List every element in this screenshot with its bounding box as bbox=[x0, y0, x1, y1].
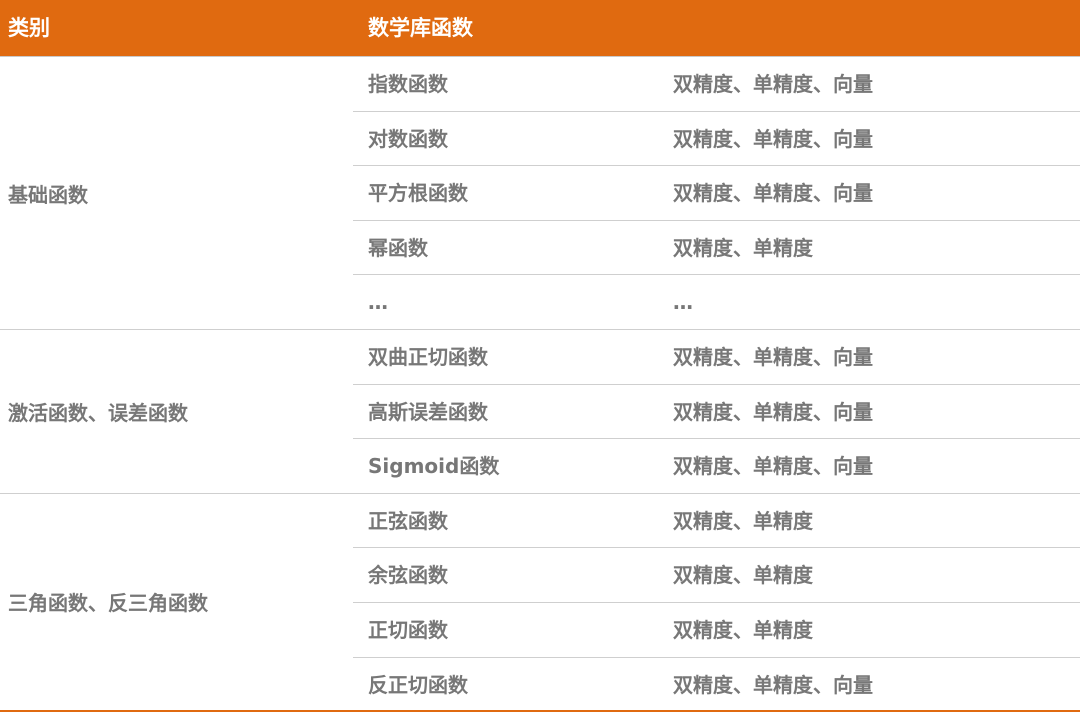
precision-cell: … bbox=[673, 290, 693, 315]
table-group: 基础函数 指数函数 双精度、单精度、向量 对数函数 双精度、单精度、向量 平方根函数 双精度… bbox=[0, 57, 1080, 330]
table-group: 三角函数、反三角函数 正弦函数 双精度、单精度 余弦函数 双精度、单精度 正切函数 双精度、… bbox=[0, 494, 1080, 713]
header-math-functions: 数学库函数 bbox=[368, 16, 473, 40]
table-row: 幂函数 双精度、单精度 bbox=[353, 221, 1080, 276]
precision-cell: 双精度、单精度、向量 bbox=[673, 72, 873, 96]
category-cell: 三角函数、反三角函数 bbox=[8, 591, 208, 616]
table-row: …… bbox=[353, 275, 1080, 330]
category-cell: 激活函数、误差函数 bbox=[8, 400, 188, 425]
precision-cell: 双精度、单精度 bbox=[673, 563, 813, 588]
function-cell: Sigmoid函数 bbox=[368, 454, 500, 479]
table-row: 正切函数 双精度、单精度 bbox=[353, 603, 1080, 658]
precision-cell: 双精度、单精度、向量 bbox=[673, 454, 873, 479]
precision-cell: 双精度、单精度、向量 bbox=[673, 345, 873, 369]
category-cell: 基础函数 bbox=[8, 182, 88, 207]
table-row: 高斯误差函数 双精度、单精度、向量 bbox=[353, 385, 1080, 440]
table-row: 正弦函数 双精度、单精度 bbox=[353, 494, 1080, 549]
function-cell: … bbox=[368, 290, 388, 315]
table-row: 对数函数 双精度、单精度、向量 bbox=[353, 112, 1080, 167]
function-cell: 余弦函数 bbox=[368, 563, 448, 588]
function-cell: 反正切函数 bbox=[368, 672, 468, 697]
function-cell: 幂函数 bbox=[368, 235, 428, 260]
function-cell: 对数函数 bbox=[368, 126, 448, 151]
precision-cell: 双精度、单精度 bbox=[673, 617, 813, 642]
function-cell: 双曲正切函数 bbox=[368, 345, 488, 369]
header-category: 类别 bbox=[8, 16, 50, 40]
table-row: 双曲正切函数 双精度、单精度、向量 bbox=[353, 330, 1080, 385]
table-group: 激活函数、误差函数 双曲正切函数 双精度、单精度、向量 高斯误差函数 双精度、单精度、向… bbox=[0, 330, 1080, 494]
table-row: 余弦函数 双精度、单精度 bbox=[353, 548, 1080, 603]
function-cell: 高斯误差函数 bbox=[368, 399, 488, 424]
function-cell: 正弦函数 bbox=[368, 508, 448, 533]
precision-cell: 双精度、单精度、向量 bbox=[673, 672, 873, 697]
table-header: 类别 数学库函数 bbox=[0, 0, 1080, 57]
precision-cell: 双精度、单精度、向量 bbox=[673, 399, 873, 424]
precision-cell: 双精度、单精度 bbox=[673, 508, 813, 533]
precision-cell: 双精度、单精度 bbox=[673, 235, 813, 260]
precision-cell: 双精度、单精度、向量 bbox=[673, 181, 873, 206]
table-row: 指数函数 双精度、单精度、向量 bbox=[353, 57, 1080, 112]
table-row: 反正切函数 双精度、单精度、向量 bbox=[353, 658, 1080, 713]
precision-cell: 双精度、单精度、向量 bbox=[673, 126, 873, 151]
table-row: Sigmoid函数 双精度、单精度、向量 bbox=[353, 439, 1080, 494]
function-cell: 正切函数 bbox=[368, 617, 448, 642]
function-cell: 指数函数 bbox=[368, 72, 448, 96]
table-row: 平方根函数 双精度、单精度、向量 bbox=[353, 166, 1080, 221]
function-cell: 平方根函数 bbox=[368, 181, 468, 206]
